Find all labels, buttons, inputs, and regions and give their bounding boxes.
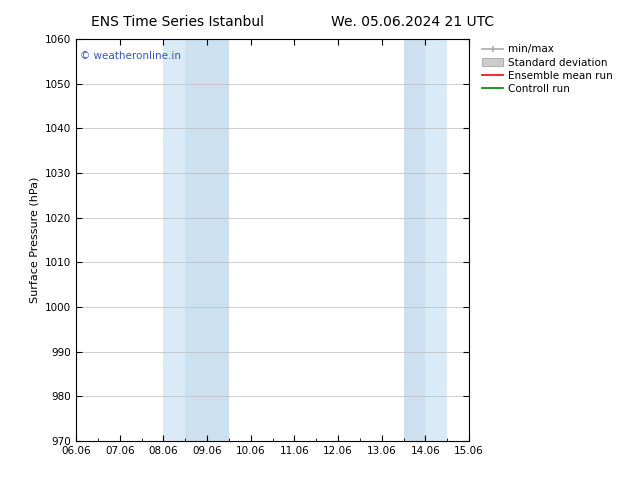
Legend: min/max, Standard deviation, Ensemble mean run, Controll run: min/max, Standard deviation, Ensemble me… bbox=[482, 45, 613, 94]
Text: ENS Time Series Istanbul: ENS Time Series Istanbul bbox=[91, 15, 264, 29]
Y-axis label: Surface Pressure (hPa): Surface Pressure (hPa) bbox=[29, 177, 39, 303]
Bar bbox=[404, 39, 425, 441]
Text: We. 05.06.2024 21 UTC: We. 05.06.2024 21 UTC bbox=[330, 15, 494, 29]
Bar bbox=[425, 39, 448, 441]
Text: © weatheronline.in: © weatheronline.in bbox=[80, 51, 181, 61]
Bar bbox=[164, 39, 185, 441]
Bar bbox=[185, 39, 229, 441]
